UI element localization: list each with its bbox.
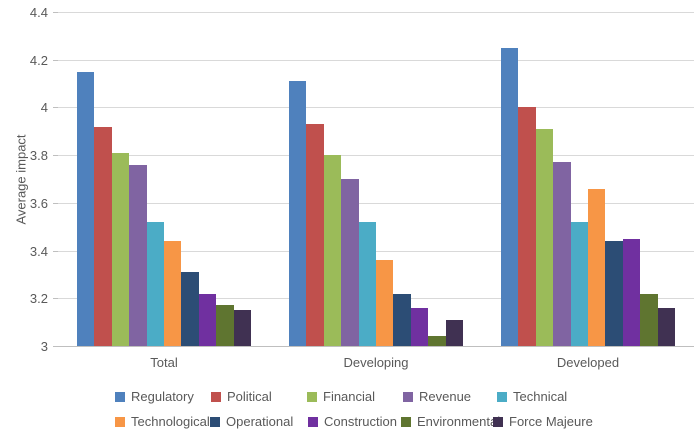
y-tick-label: 3.6 bbox=[29, 196, 48, 211]
bar-force-majeure-developing bbox=[445, 319, 463, 346]
legend-item-revenue: Revenue bbox=[403, 389, 497, 404]
bar-financial-total bbox=[111, 152, 130, 346]
legend-swatch-icon bbox=[401, 416, 411, 427]
y-tick-label: 4.2 bbox=[29, 53, 48, 68]
legend-swatch-icon bbox=[210, 416, 220, 427]
y-tick-label: 3.4 bbox=[29, 244, 48, 259]
legend-item-construction: Construction bbox=[308, 414, 401, 429]
y-tick-mark bbox=[53, 155, 58, 156]
bar-operational-developing bbox=[393, 293, 411, 346]
y-tick-label: 3.8 bbox=[29, 148, 48, 163]
bar-technical-total bbox=[146, 221, 164, 346]
legend-row: Regulatory Political Financial Revenue Techn… bbox=[115, 388, 675, 405]
legend-swatch-icon bbox=[211, 391, 221, 402]
gridline bbox=[58, 155, 694, 156]
legend-label: Regulatory bbox=[131, 389, 194, 404]
gridline bbox=[58, 203, 694, 204]
legend-swatch-icon bbox=[497, 391, 507, 402]
legend-swatch-icon bbox=[307, 391, 317, 402]
y-tick-label: 3 bbox=[40, 339, 48, 354]
x-category-label-developing: Developing bbox=[343, 355, 409, 370]
legend-label: Construction bbox=[324, 414, 397, 429]
y-tick-mark bbox=[53, 251, 58, 252]
legend-item-operational: Operational bbox=[210, 414, 308, 429]
y-tick-mark bbox=[53, 298, 58, 299]
y-tick-mark bbox=[53, 12, 58, 13]
legend-label: Political bbox=[227, 389, 272, 404]
y-tick-mark bbox=[53, 346, 58, 347]
legend-item-environmental: Environmental bbox=[401, 414, 500, 429]
chart-legend: Regulatory Political Financial Revenue Techn… bbox=[115, 388, 675, 438]
legend-label: Technological bbox=[131, 414, 210, 429]
bar-financial-developing bbox=[323, 155, 342, 346]
bar-technical-developed bbox=[570, 221, 588, 346]
bar-construction-developing bbox=[410, 307, 429, 346]
bar-technological-developing bbox=[376, 260, 394, 346]
bar-revenue-developed bbox=[553, 162, 571, 346]
legend-label: Revenue bbox=[419, 389, 472, 404]
bar-political-developing bbox=[306, 124, 324, 346]
bar-environmental-developing bbox=[428, 336, 446, 346]
legend-swatch-icon bbox=[115, 391, 125, 402]
y-tick-label: 3.2 bbox=[29, 291, 48, 306]
y-tick-mark bbox=[53, 203, 58, 204]
legend-item-technical: Technical bbox=[497, 389, 567, 404]
plot-area: 3 3.2 3.4 3.6 3.8 4 4.2 4.4 bbox=[30, 6, 694, 353]
legend-label: Financial bbox=[323, 389, 376, 404]
bar-regulatory-developed bbox=[501, 47, 519, 346]
bar-revenue-total bbox=[129, 164, 147, 346]
legend-item-political: Political bbox=[211, 389, 307, 404]
bar-regulatory-developing bbox=[289, 81, 307, 346]
bar-financial-developed bbox=[535, 128, 554, 346]
y-tick-label: 4.4 bbox=[29, 5, 48, 20]
legend-swatch-icon bbox=[115, 416, 125, 427]
legend-item-force-majeure: Force Majeure bbox=[493, 414, 593, 429]
legend-swatch-icon bbox=[493, 416, 503, 427]
x-category-label-developed: Developed bbox=[556, 355, 620, 370]
legend-row: Technological Operational Construction Envi… bbox=[115, 413, 675, 430]
gridline bbox=[58, 12, 694, 13]
bar-technological-total bbox=[164, 241, 182, 346]
legend-label: Technical bbox=[513, 389, 568, 404]
legend-label: Operational bbox=[226, 414, 294, 429]
legend-item-technological: Technological bbox=[115, 414, 210, 429]
legend-label: Environmental bbox=[417, 414, 501, 429]
bar-technological-developed bbox=[588, 188, 606, 346]
bar-operational-total bbox=[181, 272, 199, 346]
bar-revenue-developing bbox=[341, 179, 359, 346]
legend-swatch-icon bbox=[403, 391, 413, 402]
gridline bbox=[58, 107, 694, 108]
legend-label: Force Majeure bbox=[509, 414, 593, 429]
bar-political-total bbox=[94, 126, 112, 346]
bar-environmental-developed bbox=[640, 293, 658, 346]
bar-technical-developing bbox=[358, 221, 376, 346]
bar-construction-developed bbox=[622, 238, 641, 346]
x-category-label-total: Total bbox=[150, 355, 178, 370]
bar-environmental-total bbox=[216, 305, 234, 346]
bar-political-developed bbox=[518, 107, 536, 346]
legend-swatch-icon bbox=[308, 416, 318, 427]
bar-regulatory-total bbox=[77, 71, 95, 346]
bar-operational-developed bbox=[605, 241, 623, 346]
y-tick-mark bbox=[53, 107, 58, 108]
bar-force-majeure-total bbox=[233, 310, 251, 346]
bar-construction-total bbox=[198, 293, 217, 346]
x-axis-line bbox=[58, 346, 694, 347]
y-tick-label: 4 bbox=[40, 100, 48, 115]
legend-item-financial: Financial bbox=[307, 389, 403, 404]
y-tick-mark bbox=[53, 60, 58, 61]
gridline bbox=[58, 251, 694, 252]
bar-force-majeure-developed bbox=[657, 307, 675, 346]
legend-item-regulatory: Regulatory bbox=[115, 389, 211, 404]
gridline bbox=[58, 60, 694, 61]
